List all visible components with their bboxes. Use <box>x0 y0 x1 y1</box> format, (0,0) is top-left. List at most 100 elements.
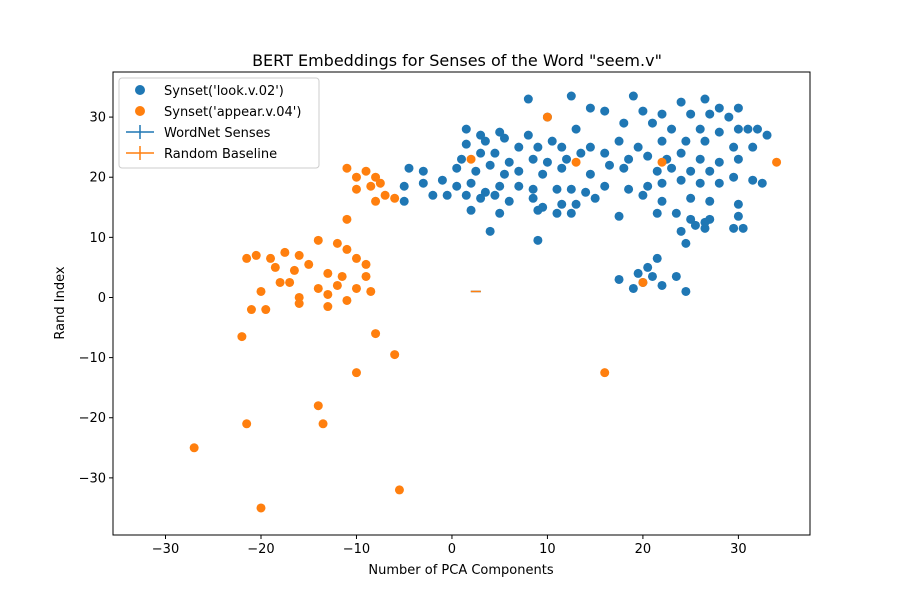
look-v02-point <box>700 94 710 104</box>
appear-v04-point <box>361 259 371 269</box>
y-tick-label: 20 <box>89 171 106 186</box>
legend-marker-random-baseline <box>126 146 154 160</box>
look-v02-point <box>714 127 724 137</box>
legend-marker-appear <box>135 106 145 116</box>
look-v02-point <box>676 148 686 158</box>
look-v02-point <box>624 184 634 194</box>
look-v02-point <box>638 106 648 116</box>
appear-v04-point <box>280 247 290 257</box>
y-tick-label: −30 <box>79 471 106 486</box>
x-tick-label: 30 <box>730 542 747 557</box>
appear-v04-point <box>337 271 347 281</box>
appear-v04-point <box>351 253 361 263</box>
look-v02-point <box>461 124 471 134</box>
appear-v04-point <box>351 283 361 293</box>
look-v02-point <box>686 214 696 224</box>
look-v02-point <box>657 178 667 188</box>
look-v02-point <box>748 175 758 185</box>
look-v02-point <box>571 124 581 134</box>
appear-v04-point <box>256 286 266 296</box>
appear-v04-point <box>361 271 371 281</box>
look-v02-point <box>404 163 414 173</box>
appear-v04-point <box>313 401 323 411</box>
look-v02-point <box>442 190 452 200</box>
appear-v04-point <box>266 253 276 263</box>
appear-v04-point <box>323 289 333 299</box>
appear-v04-point <box>380 190 390 200</box>
look-v02-point <box>538 169 548 179</box>
appear-v04-point <box>600 368 610 378</box>
look-v02-point <box>686 109 696 119</box>
look-v02-point <box>733 154 743 164</box>
look-v02-point <box>638 190 648 200</box>
look-v02-point <box>547 136 557 146</box>
look-v02-point <box>604 160 614 170</box>
appear-v04-point <box>361 166 371 176</box>
appear-v04-point <box>251 250 261 260</box>
look-v02-point <box>748 142 758 152</box>
look-v02-point <box>757 178 767 188</box>
look-v02-point <box>566 208 576 218</box>
appear-v04-point <box>351 172 361 182</box>
look-v02-point <box>614 211 624 221</box>
axis-ticks: −30 −20 −10 0 10 20 30 −30 −20 −10 0 10 20 30 <box>79 111 747 557</box>
appear-v04-point <box>242 419 252 429</box>
y-axis-label: Rand Index <box>53 266 68 339</box>
look-v02-point <box>557 199 567 209</box>
look-v02-point <box>485 226 495 236</box>
x-tick-label: 0 <box>448 542 456 557</box>
appear-v04-point <box>294 250 304 260</box>
x-tick-label: −20 <box>247 542 274 557</box>
legend-marker-look <box>135 85 145 95</box>
look-v02-point <box>552 208 562 218</box>
appear-v04-point <box>242 253 252 263</box>
appear-v04-point <box>275 277 285 287</box>
y-tick-label: −20 <box>79 411 106 426</box>
look-v02-point <box>686 193 696 203</box>
look-v02-point <box>523 130 533 140</box>
look-v02-point <box>600 148 610 158</box>
appear-v04-point <box>342 295 352 305</box>
look-v02-point <box>576 148 586 158</box>
look-v02-point <box>452 163 462 173</box>
x-tick-label: 20 <box>635 542 652 557</box>
appear-v04-point <box>571 157 581 167</box>
appear-v04-point <box>332 280 342 290</box>
look-v02-point <box>729 172 739 182</box>
appear-v04-point <box>323 268 333 278</box>
look-v02-point <box>485 160 495 170</box>
appear-v04-point <box>289 265 299 275</box>
look-v02-point <box>733 124 743 134</box>
y-tick-label: 0 <box>98 291 106 306</box>
look-v02-point <box>647 118 657 128</box>
look-v02-point <box>729 142 739 152</box>
look-v02-point <box>705 109 715 119</box>
look-v02-point <box>461 139 471 149</box>
look-v02-point <box>542 157 552 167</box>
appear-v04-point <box>390 193 400 203</box>
look-v02-point <box>671 208 681 218</box>
appear-v04-point <box>351 184 361 194</box>
look-v02-point <box>499 133 509 143</box>
legend: Synset('look.v.02') Synset('appear.v.04'… <box>118 77 320 169</box>
appear-v04-point <box>371 196 381 206</box>
look-v02-point <box>571 199 581 209</box>
look-v02-point <box>523 94 533 104</box>
look-v02-point <box>533 142 543 152</box>
look-v02-point <box>738 223 748 233</box>
look-v02-point <box>695 178 705 188</box>
look-v02-point <box>466 205 476 215</box>
look-v02-point <box>614 136 624 146</box>
look-v02-point <box>733 211 743 221</box>
look-v02-point <box>633 268 643 278</box>
look-v02-point <box>476 193 486 203</box>
look-v02-point <box>581 187 591 197</box>
look-v02-point <box>762 130 772 140</box>
look-v02-point <box>729 223 739 233</box>
look-v02-point <box>652 208 662 218</box>
look-v02-point <box>676 97 686 107</box>
look-v02-point <box>566 91 576 101</box>
appear-v04-point <box>189 443 199 453</box>
x-tick-label: −10 <box>343 542 370 557</box>
